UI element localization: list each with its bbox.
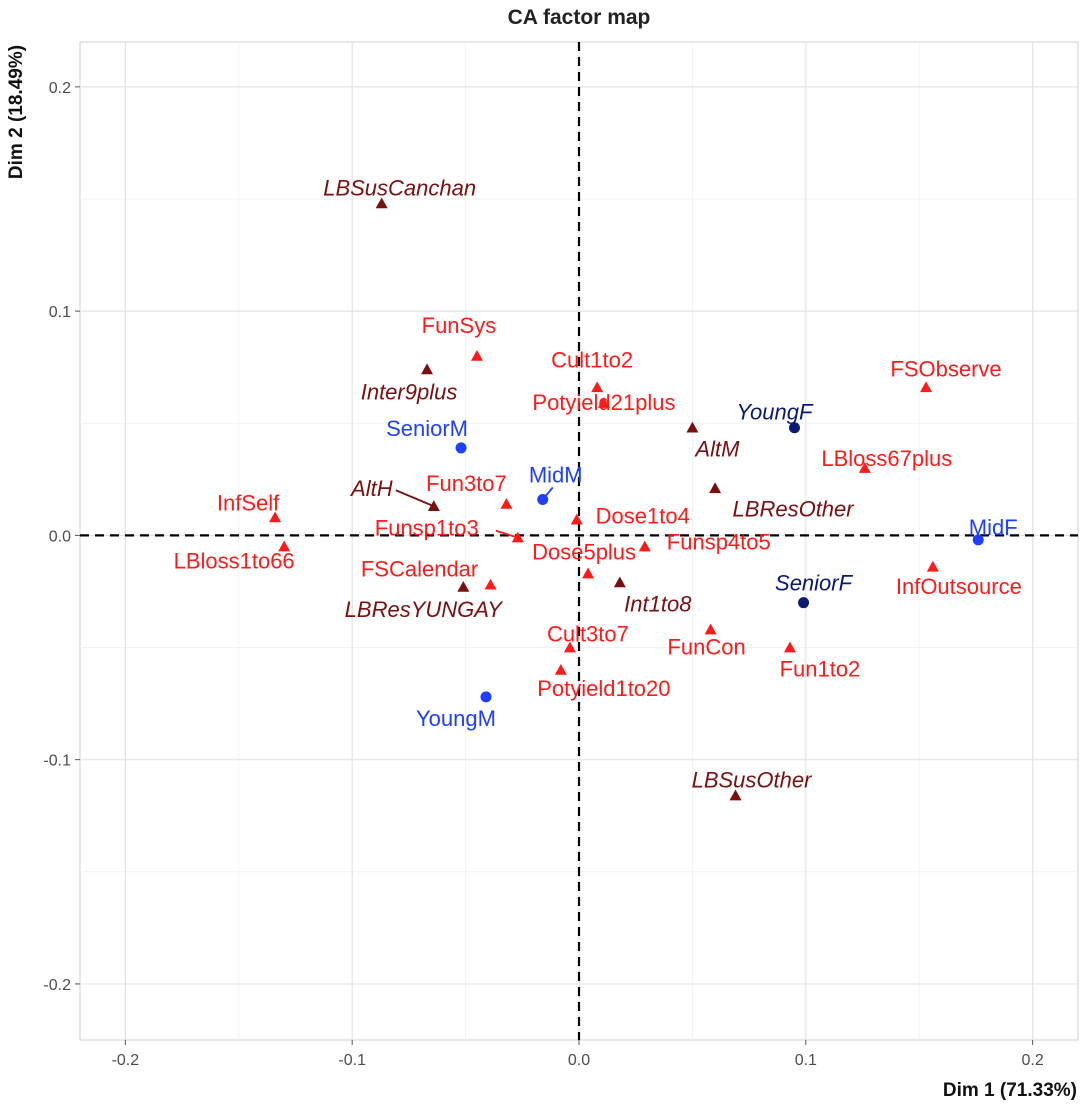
point-marker-youngm [480, 691, 492, 703]
point-label-funsp1to3: Funsp1to3 [375, 516, 479, 541]
point-label-dose5plus: Dose5plus [532, 540, 636, 565]
point-marker-fun1to2 [783, 641, 796, 653]
point-label-youngf: YoungF [737, 400, 814, 425]
point-label-infself: InfSelf [217, 490, 280, 515]
y-tick-label: 0.0 [49, 528, 71, 545]
point-label-fun1to2: Fun1to2 [780, 657, 861, 682]
point-label-potyield1to20: Potyield1to20 [537, 676, 670, 701]
point-marker-midm [537, 494, 549, 506]
point-marker-funcon [704, 623, 717, 635]
point-label-int1to8: Int1to8 [624, 591, 692, 616]
point-marker-lbloss67plus [858, 462, 871, 473]
point-label-fscalendar: FSCalendar [361, 557, 478, 582]
point-label-fsobserve: FSObserve [890, 356, 1001, 381]
point-marker-dose1to4 [570, 513, 583, 525]
point-marker-infself [269, 511, 282, 523]
point-marker-funsp4to5 [638, 540, 651, 552]
point-label-lbsuscanchan: LBSusCanchan [323, 175, 476, 200]
point-marker-lbloss1to66 [278, 540, 291, 552]
point-marker-dose5plus [582, 567, 595, 579]
x-tick-label: 0.0 [568, 1052, 590, 1069]
point-marker-funsys [470, 349, 483, 361]
point-marker-lbresyungay [457, 580, 470, 592]
x-tick-label: 0.1 [795, 1052, 817, 1069]
point-marker-altm [686, 421, 699, 433]
point-label-dose1to4: Dose1to4 [596, 504, 690, 529]
point-marker-fun3to7 [500, 497, 513, 509]
point-label-fun3to7: Fun3to7 [426, 471, 507, 496]
y-axis-title: Dim 2 (18.49%) [6, 45, 27, 179]
x-axis-title: Dim 1 (71.33%) [943, 1080, 1077, 1101]
point-label-midf: MidF [969, 515, 1018, 540]
point-marker-inter9plus [421, 363, 434, 375]
point-label-lbresyungay: LBResYUNGAY [345, 597, 504, 622]
y-tick-label: 0.2 [49, 80, 71, 97]
point-label-youngm: YoungM [416, 706, 496, 731]
x-tick-label: -0.1 [338, 1052, 366, 1069]
point-marker-cult1to2 [591, 381, 604, 393]
point-label-midm: MidM [529, 463, 583, 488]
point-label-alth: AltH [349, 476, 393, 501]
x-tick-label: -0.2 [112, 1052, 140, 1069]
y-tick-label: 0.1 [49, 304, 71, 321]
point-label-altm: AltM [693, 437, 740, 462]
point-marker-seniorf [798, 597, 810, 609]
point-marker-alth [427, 500, 440, 512]
point-marker-funsp1to3 [511, 531, 524, 543]
leader-line-funsp1to3 [495, 529, 519, 539]
point-marker-int1to8 [613, 576, 626, 588]
point-label-funsys: FunSys [422, 313, 497, 338]
point-marker-midf [972, 534, 984, 546]
point-marker-fscalendar [484, 578, 497, 590]
point-label-seniorf: SeniorF [775, 571, 854, 596]
point-label-funsp4to5: Funsp4to5 [667, 530, 771, 555]
point-label-funcon: FunCon [667, 635, 745, 660]
x-tick-label: 0.2 [1022, 1052, 1044, 1069]
point-marker-potyield1to20 [554, 663, 567, 675]
point-label-lbresother: LBResOther [733, 496, 856, 521]
point-label-infoutsource: InfOutsource [896, 574, 1022, 599]
point-label-cult3to7: Cult3to7 [547, 622, 629, 647]
point-label-seniorm: SeniorM [386, 416, 468, 441]
point-marker-infoutsource [926, 560, 939, 572]
leader-line-alth [395, 489, 435, 508]
point-label-lbloss1to66: LBloss1to66 [174, 549, 295, 574]
point-label-inter9plus: Inter9plus [361, 379, 458, 404]
point-label-cult1to2: Cult1to2 [551, 347, 633, 372]
point-marker-cult3to7 [563, 641, 576, 653]
point-marker-lbresother [709, 482, 722, 494]
y-tick-label: -0.1 [43, 753, 71, 770]
point-label-lbloss67plus: LBloss67plus [821, 446, 952, 471]
point-marker-lbsuscanchan [375, 197, 388, 209]
chart-title: CA factor map [508, 6, 651, 29]
point-marker-seniorm [455, 442, 467, 454]
point-label-potyield21plus: Potyield21plus [532, 390, 675, 415]
point-marker-lbsusother [729, 789, 742, 801]
point-label-lbsusother: LBSusOther [692, 768, 814, 793]
point-marker-fsobserve [920, 381, 933, 393]
point-marker-youngf [788, 422, 800, 434]
point-marker-potyield21plus [597, 397, 610, 408]
y-tick-label: -0.2 [43, 977, 71, 994]
